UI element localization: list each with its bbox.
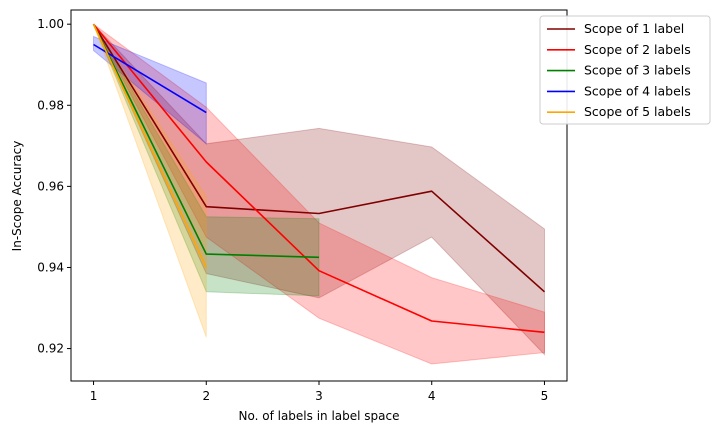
line-scope-of-5-labels — [92, 23, 208, 268]
y-tick-label: 0.94 — [37, 260, 64, 274]
x-axis-ticks: 1 2 3 4 5 — [90, 381, 549, 403]
legend-label-scope-of-1-label: Scope of 1 label — [584, 21, 684, 36]
y-tick-label: 0.92 — [37, 342, 64, 356]
x-axis-label: No. of labels in label space — [239, 409, 400, 423]
x-tick-label: 5 — [541, 389, 549, 403]
series-lines — [92, 23, 546, 334]
confidence-bands — [93, 23, 545, 365]
legend: Scope of 1 label Scope of 2 labels Scope o… — [539, 15, 711, 125]
legend-label-scope-of-2-labels: Scope of 2 labels — [584, 42, 691, 57]
legend-label-scope-of-3-labels: Scope of 3 labels — [584, 63, 691, 78]
legend-label-scope-of-4-labels: Scope of 4 labels — [584, 83, 691, 98]
y-axis-label: In-Scope Accuracy — [10, 141, 24, 252]
x-tick-label: 1 — [90, 389, 98, 403]
x-tick-label: 3 — [315, 389, 323, 403]
y-axis-ticks: 0.92 0.94 0.96 0.98 1.00 — [37, 17, 71, 356]
legend-box — [539, 15, 711, 125]
band-scope-of-3-labels — [93, 23, 320, 297]
y-tick-label: 0.96 — [37, 179, 64, 193]
line-scope-of-4-labels — [93, 43, 207, 114]
band-scope-of-2-labels — [93, 23, 545, 365]
y-tick-label: 1.00 — [37, 17, 64, 31]
x-tick-label: 2 — [202, 389, 210, 403]
legend-label-scope-of-5-labels: Scope of 5 labels — [584, 104, 691, 119]
x-tick-label: 4 — [428, 389, 436, 403]
band-scope-of-4-labels — [93, 35, 207, 145]
line-scope-of-2-labels — [92, 23, 545, 334]
y-tick-label: 0.98 — [37, 98, 64, 112]
line-scope-of-1-label — [92, 23, 546, 293]
line-scope-of-3-labels — [92, 23, 320, 259]
